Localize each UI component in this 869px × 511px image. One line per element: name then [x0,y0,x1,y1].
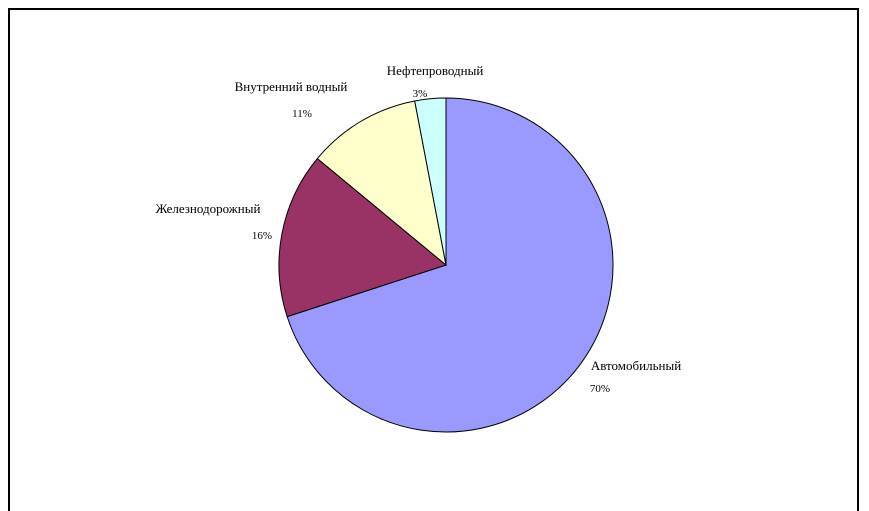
slice-value-label-2: 11% [292,108,312,120]
pie-labels: Автомобильный 70% Железнодорожный 16% Внутре… [156,63,682,395]
pie-slice-2 [316,100,447,267]
slice-label-3: Нефтепроводный [387,63,484,78]
slice-label-1: Железнодорожный [156,201,261,216]
slice-value-label-3: 3% [413,88,428,100]
pie-slices [278,97,614,433]
slice-value-label-0: 70% [590,383,610,395]
pie-slice-3 [414,97,447,266]
slice-value-label-1: 16% [252,230,272,242]
pie-slice-0 [286,97,614,433]
pie-slice-1 [278,157,448,318]
chart-frame [8,8,859,511]
slice-label-0: Автомобильный [591,358,681,373]
slice-label-2: Внутренний водный [235,79,348,94]
